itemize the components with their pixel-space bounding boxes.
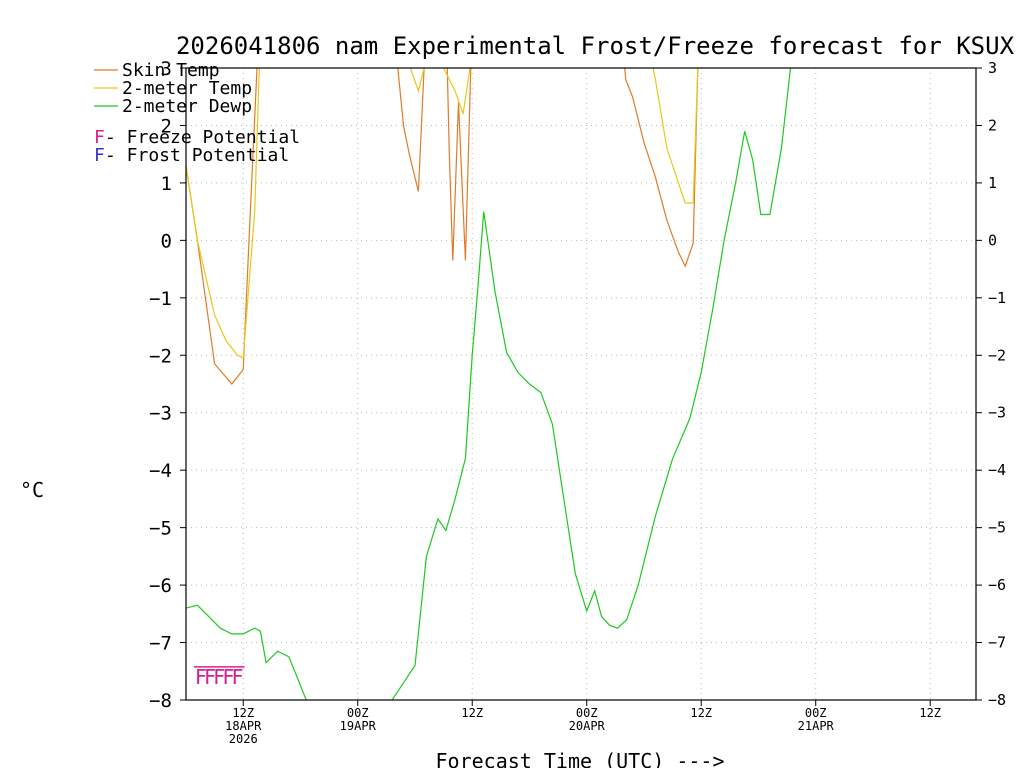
y-tick-label: −6 xyxy=(149,575,172,597)
y-tick-label: 1 xyxy=(161,173,172,195)
freeze-marker: F xyxy=(231,665,243,689)
y-tick-label-right: −3 xyxy=(988,404,1006,422)
y-tick-label-right: −1 xyxy=(988,289,1006,307)
legend-label: 2-meter Temp xyxy=(122,78,252,99)
x-tick-label: 12Z xyxy=(232,706,254,720)
potential-legend-text: - Freeze Potential xyxy=(105,127,300,148)
x-tick-label: 19APR xyxy=(340,719,377,733)
x-tick-label: 12Z xyxy=(461,706,483,720)
y-tick-label: 2 xyxy=(161,115,172,137)
y-tick-label: 0 xyxy=(161,230,172,252)
series-line-2-meter-temp xyxy=(186,68,699,360)
y-tick-label: −7 xyxy=(149,633,172,655)
y-tick-label: −8 xyxy=(149,690,172,712)
y-tick-label-right: 0 xyxy=(988,231,997,249)
x-tick-label: 12Z xyxy=(919,706,941,720)
legend-label: 2-meter Dewp xyxy=(122,96,252,117)
x-tick-label: 20APR xyxy=(569,719,606,733)
x-tick-label: 12Z xyxy=(690,706,712,720)
y-axis-left: 3 2 1 0 −1 −2 −3 −4 −5 −6 −7 −8 xyxy=(149,58,186,712)
y-tick-label-right: −7 xyxy=(988,634,1006,652)
y-tick-label-right: −5 xyxy=(988,519,1006,537)
x-tick-label: 18APR xyxy=(225,719,262,733)
plot-frame xyxy=(185,67,977,701)
freeze-marker: F xyxy=(195,665,207,689)
series-line-skin-temp xyxy=(186,68,699,385)
y-tick-label-right: −8 xyxy=(988,691,1006,709)
y-tick-label-right: 3 xyxy=(988,59,997,77)
x-tick-label: 21APR xyxy=(798,719,835,733)
x-tick-label: 00Z xyxy=(576,706,598,720)
y-axis-label: °C xyxy=(20,478,44,502)
series-layer xyxy=(186,68,792,700)
x-axis-label: Forecast Time (UTC) ---> xyxy=(436,749,725,768)
y-tick-label-right: −2 xyxy=(988,346,1006,364)
freeze-marker: F xyxy=(204,665,216,689)
y-tick-label: −3 xyxy=(149,403,172,425)
potential-legend-letter: F xyxy=(94,145,105,166)
x-tick-label: 00Z xyxy=(805,706,827,720)
legend-label: Skin Temp xyxy=(122,60,220,81)
y-axis-right: 3 2 1 0 −1 −2 −3 −4 −5 −6 −7 −8 xyxy=(976,59,1006,709)
y-tick-label-right: −6 xyxy=(988,576,1006,594)
freeze-marker: F xyxy=(213,665,225,689)
y-tick-label: −1 xyxy=(149,288,172,310)
x-tick-label: 2026 xyxy=(229,732,258,746)
y-tick-label: −5 xyxy=(149,518,172,540)
x-tick-label: 00Z xyxy=(347,706,369,720)
y-tick-label: −4 xyxy=(149,460,172,482)
y-tick-label-right: 2 xyxy=(988,116,997,134)
y-tick-label-right: −4 xyxy=(988,461,1006,479)
potential-legend-text: - Frost Potential xyxy=(105,145,289,166)
potential-legend-letter: F xyxy=(94,127,105,148)
y-tick-label-right: 1 xyxy=(988,174,997,192)
y-tick-label: 3 xyxy=(161,58,172,80)
gridlines xyxy=(186,67,976,701)
freeze-marker: F xyxy=(222,665,234,689)
y-tick-label: −2 xyxy=(149,345,172,367)
series-line-2-meter-dewp xyxy=(186,68,792,700)
chart-title: 2026041806 nam Experimental Frost/Freeze… xyxy=(176,32,1015,60)
